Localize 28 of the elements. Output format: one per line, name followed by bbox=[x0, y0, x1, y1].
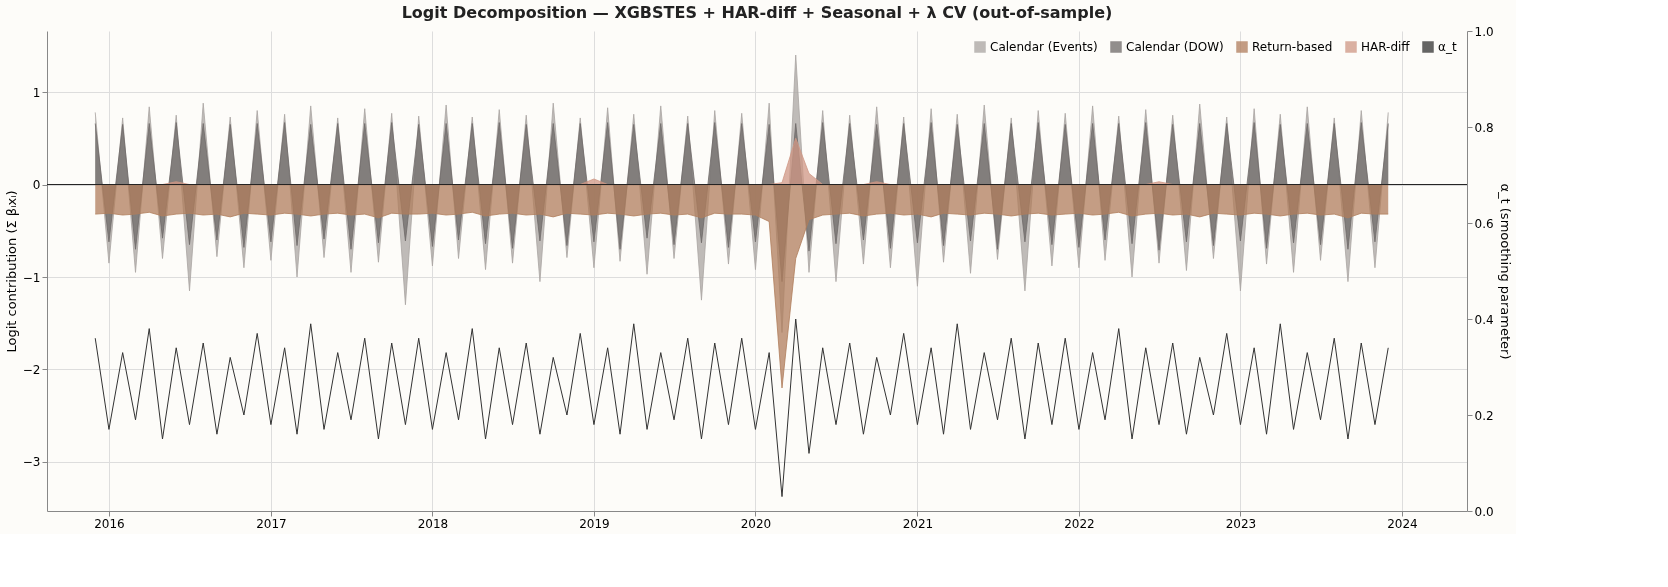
y-tick-label: −3 bbox=[22, 455, 41, 470]
legend-label: Calendar (Events) bbox=[990, 40, 1098, 54]
y2-tick-label: 0.8 bbox=[1474, 120, 1494, 135]
y2-tick-label: 1.0 bbox=[1474, 24, 1494, 39]
x-tick-label: 2023 bbox=[1225, 516, 1257, 531]
y-axis-title: Logit contribution (Σ βᵢxᵢ) bbox=[3, 190, 19, 353]
legend-label: HAR-diff bbox=[1361, 40, 1411, 54]
x-tick-label: 2020 bbox=[740, 516, 772, 531]
y-tick-label: −1 bbox=[22, 270, 41, 285]
chart-title: Logit Decomposition — XGBSTES + HAR-diff + Seasonal + λ CV (out-of-sample) bbox=[401, 3, 1113, 22]
x-tick-label: 2022 bbox=[1064, 516, 1095, 531]
y2-tick-label: 0.0 bbox=[1474, 504, 1494, 519]
y-tick-label: 1 bbox=[32, 85, 41, 100]
y-tick-label: 0 bbox=[32, 178, 41, 193]
legend-label: Return-based bbox=[1252, 40, 1333, 54]
y2-tick-label: 0.6 bbox=[1474, 216, 1494, 231]
legend-label: Calendar (DOW) bbox=[1126, 40, 1224, 54]
y2-axis-title: α_t (smoothing parameter) bbox=[1497, 183, 1513, 360]
y2-tick-label: 0.4 bbox=[1474, 312, 1494, 327]
y2-tick-label: 0.2 bbox=[1474, 408, 1494, 423]
x-tick-label: 2016 bbox=[94, 516, 125, 531]
legend-label: α_t bbox=[1438, 40, 1457, 54]
x-tick-label: 2021 bbox=[902, 516, 934, 531]
x-tick-label: 2017 bbox=[256, 516, 287, 531]
x-tick-label: 2019 bbox=[579, 516, 610, 531]
x-tick-label: 2018 bbox=[417, 516, 449, 531]
x-tick-label: 2024 bbox=[1387, 516, 1418, 531]
y-tick-label: −2 bbox=[22, 363, 41, 377]
